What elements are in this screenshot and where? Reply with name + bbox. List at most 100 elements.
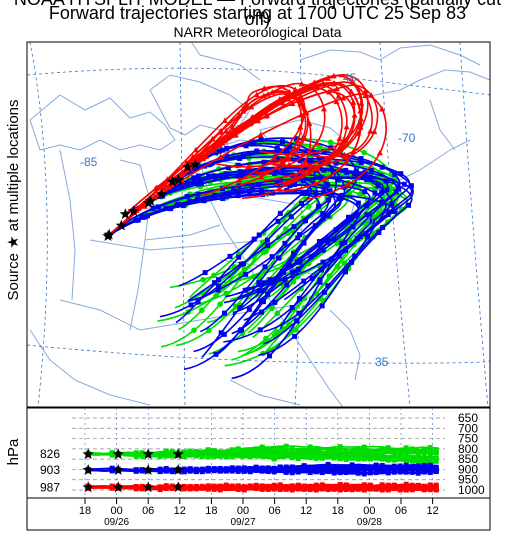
trajectory-marker bbox=[217, 301, 223, 307]
trajectory-marker bbox=[249, 186, 255, 192]
trajectory-line bbox=[148, 90, 307, 204]
vertical-source-markers bbox=[82, 448, 184, 493]
trajectory-marker bbox=[367, 128, 374, 134]
trajectory-marker bbox=[270, 155, 277, 161]
trajectory-marker bbox=[276, 149, 282, 155]
trajectory-marker bbox=[391, 456, 397, 462]
time-tick-label: 18 bbox=[205, 505, 217, 517]
trajectory-marker bbox=[255, 182, 261, 188]
vertical-trajectory-line bbox=[178, 453, 435, 463]
trajectory-marker bbox=[376, 230, 382, 236]
trajectory-marker bbox=[257, 131, 264, 138]
trajectory-marker bbox=[301, 240, 307, 246]
trajectory-marker bbox=[308, 158, 314, 164]
trajectory-marker bbox=[372, 190, 378, 196]
trajectory-marker bbox=[307, 447, 313, 453]
trajectory-marker bbox=[323, 212, 329, 218]
trajectory-marker bbox=[267, 353, 273, 359]
trajectory-marker bbox=[230, 188, 236, 194]
trajectory-marker bbox=[319, 465, 325, 471]
trajectory-marker bbox=[363, 231, 369, 237]
trajectory-marker bbox=[346, 214, 352, 220]
trajectory-marker bbox=[325, 75, 332, 81]
trajectory-marker bbox=[184, 181, 190, 187]
trajectory-marker bbox=[247, 483, 253, 489]
trajectory-marker bbox=[329, 256, 335, 262]
trajectory-marker bbox=[236, 254, 242, 260]
trajectory-marker bbox=[226, 191, 232, 197]
trajectory-marker bbox=[333, 160, 339, 166]
trajectory-marker bbox=[109, 467, 115, 473]
trajectory-marker bbox=[391, 466, 397, 472]
trajectory-marker bbox=[318, 267, 324, 273]
trajectory-marker bbox=[337, 449, 343, 455]
trajectory-marker bbox=[249, 139, 255, 145]
trajectory-marker bbox=[291, 189, 297, 195]
trajectory-marker bbox=[260, 249, 267, 256]
trajectory-marker bbox=[219, 147, 225, 153]
trajectory-marker bbox=[361, 487, 367, 493]
trajectory-marker bbox=[236, 177, 243, 183]
trajectory-marker bbox=[409, 469, 415, 475]
trajectory-marker bbox=[319, 303, 325, 309]
trajectory-marker bbox=[259, 309, 265, 315]
trajectory-marker bbox=[287, 183, 293, 189]
trajectory-marker bbox=[303, 166, 309, 172]
trajectory-marker bbox=[199, 307, 205, 313]
trajectory-marker bbox=[409, 448, 415, 454]
trajectory-marker bbox=[368, 168, 374, 174]
trajectory-marker bbox=[192, 146, 199, 153]
trajectory-marker bbox=[140, 214, 146, 220]
trajectory-marker bbox=[272, 299, 278, 305]
trajectory-marker bbox=[385, 445, 391, 451]
trajectory-marker bbox=[218, 330, 224, 336]
trajectory-marker bbox=[238, 261, 244, 267]
trajectory-marker bbox=[391, 483, 397, 489]
pressure-tick-label: 900 bbox=[458, 462, 478, 476]
trajectory-marker bbox=[241, 153, 247, 159]
trajectory-marker bbox=[297, 101, 304, 107]
trajectory-marker bbox=[385, 487, 391, 493]
trajectory-marker bbox=[275, 218, 281, 224]
trajectory-marker bbox=[295, 454, 301, 460]
trajectory-marker bbox=[263, 166, 269, 172]
trajectory-marker bbox=[389, 201, 395, 207]
trajectory-marker bbox=[195, 191, 201, 197]
pressure-tick-label: 1000 bbox=[458, 483, 485, 497]
trajectory-marker bbox=[341, 260, 348, 266]
trajectory-marker bbox=[286, 144, 292, 150]
trajectory-marker bbox=[271, 453, 277, 459]
source-height-labels: 826 903 987 bbox=[40, 447, 60, 494]
trajectory-marker bbox=[343, 464, 349, 470]
trajectory-marker bbox=[317, 277, 323, 283]
trajectory-marker bbox=[297, 158, 303, 164]
trajectory-marker bbox=[271, 483, 277, 489]
trajectory-marker bbox=[211, 272, 217, 279]
trajectory-marker bbox=[338, 195, 344, 201]
lat-label-45: 45 bbox=[343, 71, 357, 85]
trajectory-marker bbox=[371, 128, 378, 135]
source-star-marker bbox=[172, 174, 185, 185]
date-label: 09/26 bbox=[104, 517, 129, 528]
trajectory-marker bbox=[313, 449, 319, 455]
source-star-marker bbox=[142, 481, 154, 493]
trajectory-marker bbox=[350, 148, 357, 154]
trajectory-marker bbox=[352, 253, 358, 259]
time-tick-label: 18 bbox=[79, 505, 91, 517]
trajectory-marker bbox=[302, 158, 309, 164]
trajectory-marker bbox=[403, 445, 409, 451]
trajectory-marker bbox=[246, 306, 252, 312]
trajectory-marker bbox=[350, 224, 356, 230]
date-labels: 09/26 09/27 09/28 bbox=[104, 517, 382, 528]
trajectory-marker bbox=[276, 185, 283, 192]
trajectory-marker bbox=[342, 239, 348, 245]
trajectory-marker bbox=[265, 453, 271, 459]
source-star-marker bbox=[82, 481, 94, 493]
trajectory-marker bbox=[247, 450, 253, 456]
trajectory-marker bbox=[211, 146, 218, 153]
trajectory-marker bbox=[276, 255, 282, 261]
trajectory-marker bbox=[243, 101, 250, 108]
source-star-marker bbox=[112, 464, 124, 475]
pressure-tick-label: 850 bbox=[458, 452, 478, 466]
trajectory-marker bbox=[261, 85, 268, 91]
